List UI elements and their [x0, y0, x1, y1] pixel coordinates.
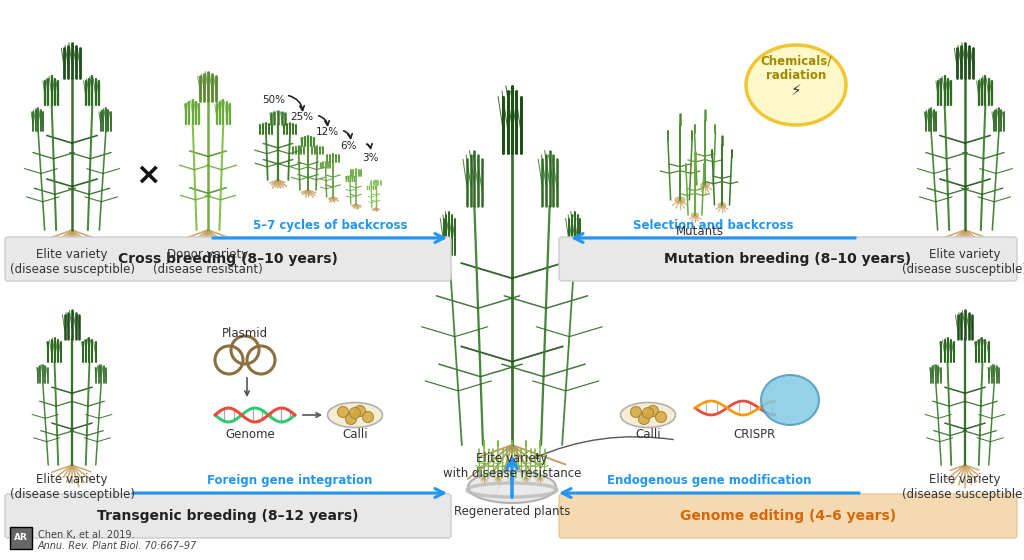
Text: Genome editing (4–6 years): Genome editing (4–6 years) — [680, 509, 896, 523]
FancyBboxPatch shape — [10, 527, 32, 549]
Text: Chen K, et al. 2019.: Chen K, et al. 2019. — [38, 530, 134, 540]
Text: Elite variety
(disease susceptible): Elite variety (disease susceptible) — [9, 473, 134, 501]
FancyBboxPatch shape — [559, 494, 1017, 538]
Text: Selection and backcross: Selection and backcross — [633, 219, 794, 232]
Ellipse shape — [523, 477, 528, 479]
Text: Genome: Genome — [225, 428, 274, 441]
Ellipse shape — [510, 477, 514, 479]
Ellipse shape — [700, 182, 710, 188]
Text: Donor variety
(disease resistant): Donor variety (disease resistant) — [154, 248, 263, 276]
Text: Elite variety
(disease susceptible): Elite variety (disease susceptible) — [902, 473, 1024, 501]
Ellipse shape — [481, 477, 486, 479]
Text: Calli: Calli — [342, 428, 368, 441]
Text: Calli: Calli — [635, 428, 660, 441]
Circle shape — [655, 412, 667, 422]
Text: ⚡: ⚡ — [791, 82, 802, 97]
Ellipse shape — [675, 196, 686, 204]
Text: Annu. Rev. Plant Biol. 70:667–97: Annu. Rev. Plant Biol. 70:667–97 — [38, 541, 198, 551]
FancyBboxPatch shape — [5, 237, 451, 281]
Text: 12%: 12% — [316, 127, 339, 137]
Text: 5–7 cycles of backcross: 5–7 cycles of backcross — [253, 219, 408, 232]
FancyBboxPatch shape — [5, 494, 451, 538]
Circle shape — [647, 405, 658, 417]
Circle shape — [362, 412, 374, 422]
Ellipse shape — [328, 403, 383, 427]
Ellipse shape — [718, 202, 726, 208]
Ellipse shape — [761, 375, 819, 425]
Text: Foreign gene integration: Foreign gene integration — [207, 474, 373, 487]
Circle shape — [642, 408, 653, 418]
Text: Elite variety
with disease resistance: Elite variety with disease resistance — [442, 452, 582, 480]
Text: 3%: 3% — [362, 153, 379, 163]
Text: 6%: 6% — [340, 141, 356, 151]
Text: 25%: 25% — [290, 112, 313, 122]
Text: ×: × — [135, 161, 161, 189]
Ellipse shape — [468, 471, 556, 503]
Text: Mutants: Mutants — [676, 225, 724, 238]
Ellipse shape — [538, 477, 543, 479]
Text: Plasmid: Plasmid — [222, 327, 268, 340]
Text: Chemicals/
radiation: Chemicals/ radiation — [760, 54, 831, 82]
Text: Elite variety
(disease susceptible): Elite variety (disease susceptible) — [902, 248, 1024, 276]
Text: Elite variety
(disease susceptible): Elite variety (disease susceptible) — [9, 248, 134, 276]
Text: 50%: 50% — [262, 95, 285, 105]
Ellipse shape — [691, 212, 699, 218]
Circle shape — [639, 413, 649, 424]
Text: AR: AR — [14, 534, 28, 543]
FancyBboxPatch shape — [559, 237, 1017, 281]
Ellipse shape — [496, 477, 501, 479]
Text: Cross breeding (8–10 years): Cross breeding (8–10 years) — [118, 252, 338, 266]
Circle shape — [354, 405, 366, 417]
Text: CRISPR: CRISPR — [734, 428, 776, 441]
Ellipse shape — [746, 45, 846, 125]
Circle shape — [631, 407, 641, 418]
Circle shape — [345, 413, 356, 424]
Text: Endogenous gene modification: Endogenous gene modification — [607, 474, 811, 487]
Circle shape — [338, 407, 348, 418]
Text: Regenerated plants: Regenerated plants — [454, 505, 570, 518]
Circle shape — [349, 408, 360, 418]
Text: Transgenic breeding (8–12 years): Transgenic breeding (8–12 years) — [97, 509, 358, 523]
Ellipse shape — [621, 403, 676, 427]
Text: Mutation breeding (8–10 years): Mutation breeding (8–10 years) — [665, 252, 911, 266]
